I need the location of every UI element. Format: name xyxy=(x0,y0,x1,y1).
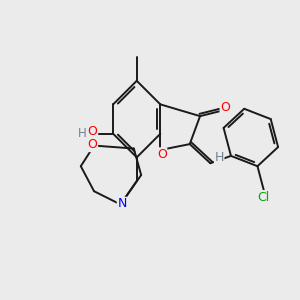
Text: N: N xyxy=(117,197,127,210)
Text: Cl: Cl xyxy=(257,190,269,204)
Text: O: O xyxy=(88,125,98,138)
Text: O: O xyxy=(157,148,167,161)
Text: H: H xyxy=(78,127,87,140)
Text: O: O xyxy=(220,101,230,114)
Text: O: O xyxy=(88,139,98,152)
Text: H: H xyxy=(214,151,224,164)
